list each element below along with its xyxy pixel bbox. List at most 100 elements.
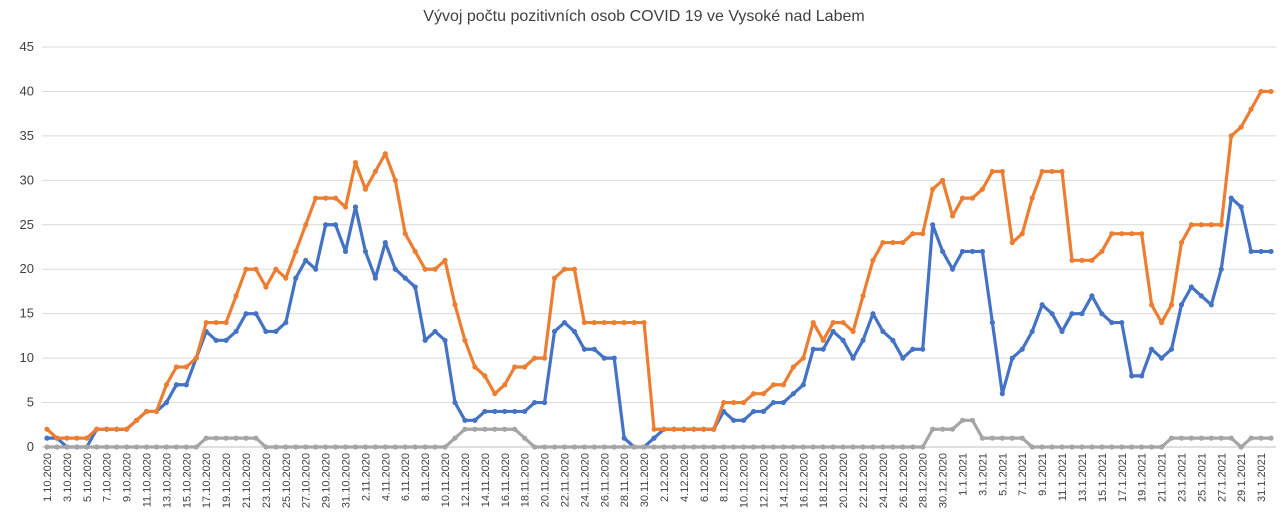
data-point xyxy=(362,248,369,255)
x-tick-label: 1.10.2020 xyxy=(42,453,54,502)
data-point xyxy=(1119,231,1125,237)
data-point xyxy=(74,444,80,450)
data-point xyxy=(999,168,1005,175)
data-point xyxy=(1039,302,1045,308)
data-point xyxy=(123,426,130,432)
x-tick-label: 18.12.2020 xyxy=(818,453,830,508)
data-point xyxy=(273,266,279,272)
data-point xyxy=(900,355,906,361)
data-point xyxy=(372,444,378,450)
data-point xyxy=(462,337,468,343)
data-point xyxy=(631,319,637,326)
data-point xyxy=(1049,311,1055,317)
data-point xyxy=(800,382,806,388)
data-point xyxy=(1089,257,1095,263)
data-point xyxy=(1188,284,1195,290)
data-point xyxy=(323,222,329,228)
data-point xyxy=(1069,257,1075,263)
data-point xyxy=(84,435,90,441)
data-point xyxy=(362,444,369,450)
data-point xyxy=(651,444,657,450)
y-tick-label: 15 xyxy=(20,306,34,321)
data-point xyxy=(1089,444,1095,450)
data-point xyxy=(253,435,259,441)
data-point xyxy=(313,266,319,272)
data-point xyxy=(263,328,269,335)
x-tick-label: 26.11.2020 xyxy=(599,453,611,507)
data-point xyxy=(283,444,289,450)
data-point xyxy=(840,444,846,450)
data-point xyxy=(820,346,826,352)
data-point xyxy=(362,186,369,192)
data-point xyxy=(601,319,607,326)
data-point xyxy=(930,222,936,228)
data-point xyxy=(163,399,169,406)
x-tick-label: 18.11.2020 xyxy=(520,453,532,507)
data-point xyxy=(1168,302,1175,308)
data-point xyxy=(1049,168,1055,175)
data-point xyxy=(601,355,607,361)
data-point xyxy=(233,293,239,299)
data-point xyxy=(1019,435,1025,441)
data-point xyxy=(541,399,548,406)
data-point xyxy=(243,266,249,272)
data-point xyxy=(402,275,408,281)
data-point xyxy=(203,319,209,326)
data-point xyxy=(701,444,707,450)
data-point xyxy=(1188,222,1195,228)
data-point xyxy=(561,319,568,326)
data-point xyxy=(392,266,398,272)
x-tick-label: 9.1.2021 xyxy=(1037,453,1049,496)
data-point xyxy=(223,319,229,326)
data-point xyxy=(1158,355,1165,361)
data-point xyxy=(780,382,787,388)
data-point xyxy=(74,435,80,441)
x-tick-label: 4.11.2020 xyxy=(380,453,392,501)
data-point xyxy=(840,319,846,326)
data-point xyxy=(114,426,120,432)
x-tick-label: 29.1.2021 xyxy=(1236,453,1248,502)
data-point xyxy=(173,364,179,370)
data-point xyxy=(1079,444,1085,450)
data-point xyxy=(352,204,359,210)
data-point xyxy=(810,444,816,450)
data-point xyxy=(691,426,697,432)
data-point xyxy=(969,195,976,201)
data-point xyxy=(1258,88,1264,95)
data-point xyxy=(133,417,140,423)
data-point xyxy=(731,417,737,423)
data-point xyxy=(342,204,349,210)
data-point xyxy=(601,444,607,450)
data-point xyxy=(1218,222,1224,228)
x-tick-label: 8.12.2020 xyxy=(719,453,731,502)
data-point xyxy=(123,444,130,450)
data-point xyxy=(611,355,617,361)
data-point xyxy=(492,426,498,432)
data-point xyxy=(422,266,428,272)
data-point xyxy=(233,435,239,441)
data-point xyxy=(840,337,846,343)
data-point xyxy=(1139,231,1145,237)
data-point xyxy=(1208,222,1214,228)
data-point xyxy=(870,444,876,450)
x-tick-label: 27.10.2020 xyxy=(301,453,313,508)
data-point xyxy=(1079,257,1085,263)
data-point xyxy=(1258,248,1264,255)
data-point xyxy=(332,444,339,450)
x-tick-label: 25.10.2020 xyxy=(281,453,293,508)
data-point xyxy=(581,444,587,450)
data-point xyxy=(641,319,647,326)
data-point xyxy=(810,319,816,326)
data-point xyxy=(1069,311,1075,317)
data-point xyxy=(412,248,418,255)
data-point xyxy=(711,426,717,432)
data-point xyxy=(173,444,179,450)
x-tick-label: 2.11.2020 xyxy=(360,453,372,501)
data-point xyxy=(830,319,836,326)
data-point xyxy=(213,319,219,326)
x-tick-label: 6.11.2020 xyxy=(400,453,412,501)
data-point xyxy=(342,248,349,255)
data-point xyxy=(342,444,349,450)
data-point xyxy=(850,328,856,335)
data-point xyxy=(850,355,856,361)
